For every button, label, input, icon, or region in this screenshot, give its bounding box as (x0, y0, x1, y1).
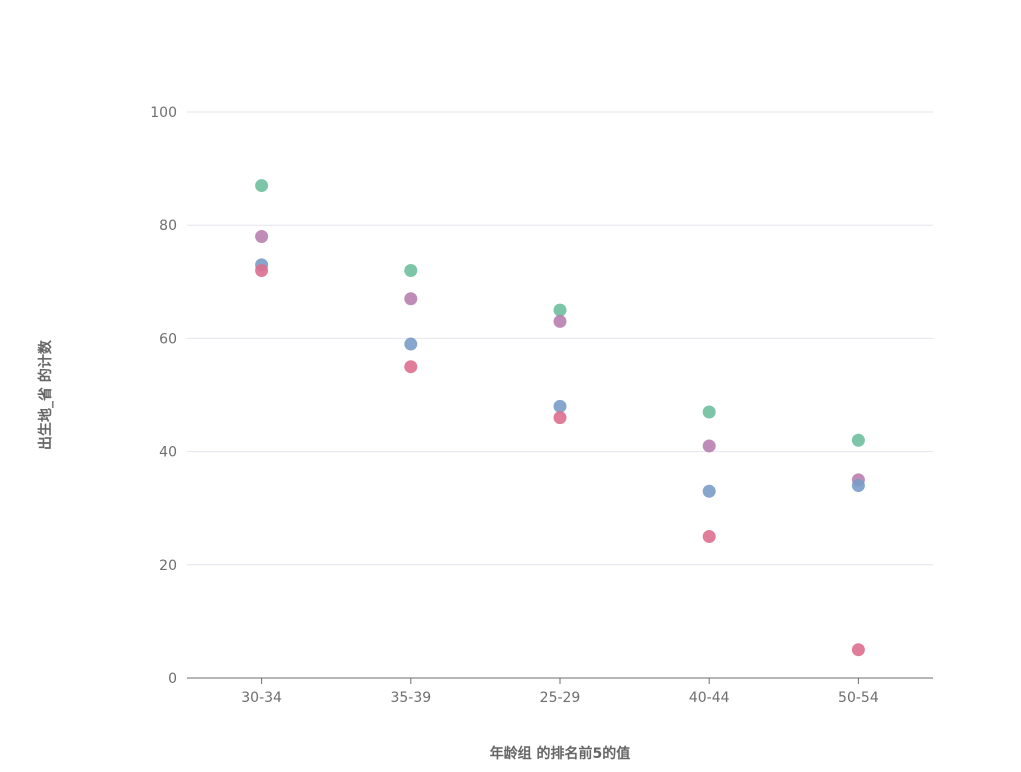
data-point[interactable] (553, 303, 567, 317)
data-point[interactable] (851, 479, 865, 493)
data-point[interactable] (255, 179, 269, 193)
data-point[interactable] (404, 337, 418, 351)
x-tick-label: 40-44 (689, 690, 730, 706)
data-point[interactable] (702, 405, 716, 419)
x-tick-label: 35-39 (390, 690, 431, 706)
data-point[interactable] (553, 314, 567, 328)
data-point[interactable] (553, 411, 567, 425)
grid-layer (187, 111, 933, 566)
x-tick-label: 25-29 (540, 690, 581, 706)
y-tick-label: 100 (150, 105, 177, 121)
x-tick-label: 50-54 (838, 690, 879, 706)
data-point[interactable] (404, 292, 418, 306)
data-point[interactable] (255, 263, 269, 277)
x-axis-title: 年龄组 的排名前5的值 (490, 745, 631, 762)
data-point[interactable] (404, 360, 418, 374)
data-point[interactable] (702, 530, 716, 543)
x-tick-label: 30-34 (241, 690, 282, 706)
data-point[interactable] (255, 230, 269, 244)
y-tick-label: 20 (159, 558, 177, 574)
data-point[interactable] (702, 439, 716, 453)
y-axis-title: 出生地_省 的计数 (37, 339, 54, 450)
axis-layer: 0 20 40 60 80 100 30-34 35-39 25-29 40-44 50-54 (150, 105, 933, 706)
data-point[interactable] (553, 399, 567, 413)
data-point[interactable] (851, 643, 865, 657)
y-tick-label: 0 (168, 671, 177, 687)
points-layer (255, 179, 865, 657)
data-point[interactable] (851, 433, 865, 447)
data-point[interactable] (404, 263, 418, 277)
y-tick-label: 80 (159, 218, 177, 234)
data-point[interactable] (702, 484, 716, 498)
y-tick-label: 40 (159, 445, 177, 461)
y-tick-label: 60 (159, 331, 177, 347)
